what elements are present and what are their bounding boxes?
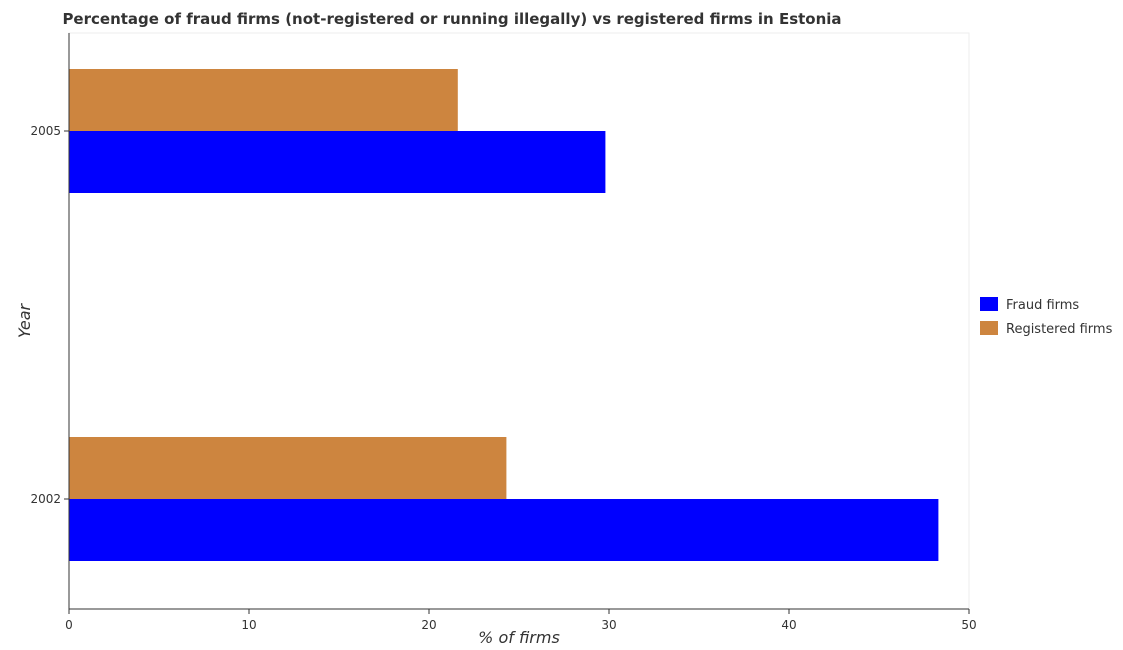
x-tick-label: 0 — [65, 618, 73, 632]
legend-label-registered-firms: Registered firms — [1006, 322, 1113, 337]
legend-swatch-registered-firms — [980, 321, 998, 335]
bar-registered-firms-2002 — [69, 437, 507, 499]
x-tick-label: 10 — [241, 618, 256, 632]
x-tick-label: 20 — [421, 618, 436, 632]
y-axis-label: Year — [15, 302, 34, 338]
x-tick-label: 50 — [961, 618, 976, 632]
y-tick-label: 2002 — [30, 492, 61, 506]
bars-layer — [69, 69, 939, 561]
bar-registered-firms-2005 — [69, 69, 458, 131]
y-axis: 2002 2005 — [30, 33, 70, 609]
x-axis-label: % of firms — [478, 628, 560, 647]
x-tick-label: 30 — [601, 618, 616, 632]
legend-swatch-fraud-firms — [980, 297, 998, 311]
legend: Fraud firms Registered firms — [980, 297, 1113, 337]
x-axis: 0 10 20 30 40 50 — [65, 608, 977, 632]
x-tick-label: 40 — [781, 618, 796, 632]
bar-fraud-firms-2005 — [69, 131, 606, 193]
chart-title: Percentage of fraud firms (not-registere… — [62, 10, 841, 28]
legend-label-fraud-firms: Fraud firms — [1006, 298, 1079, 313]
y-tick-label: 2005 — [30, 124, 61, 138]
bar-fraud-firms-2002 — [69, 499, 939, 561]
